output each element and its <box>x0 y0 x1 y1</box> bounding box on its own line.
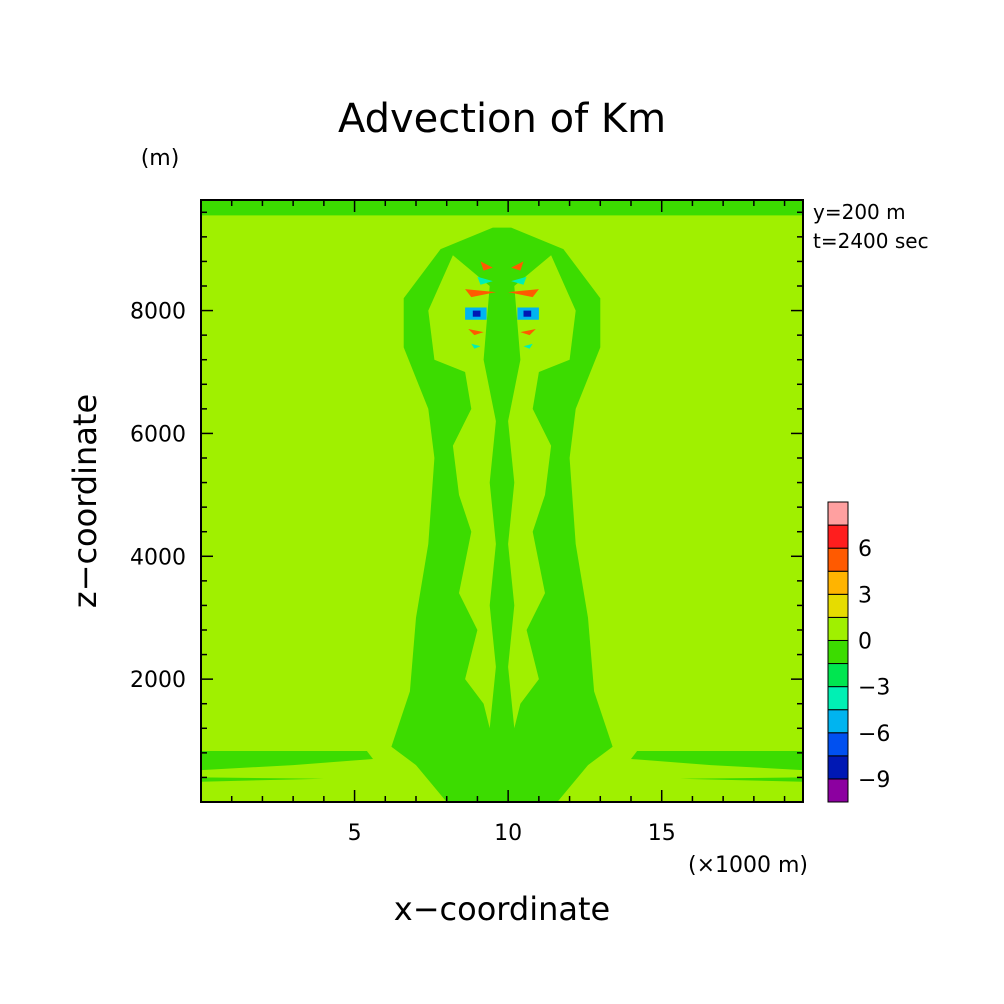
y-axis-label: z−coordinate <box>66 394 104 608</box>
colorbar-box <box>827 778 849 803</box>
colorbar-box <box>827 639 849 665</box>
region-bottom-left-band <box>201 751 373 771</box>
region-bottom-right-strip <box>680 777 803 782</box>
region-core-right-2 <box>511 276 527 285</box>
region-core-right-1 <box>511 261 524 271</box>
colorbar-boxes <box>827 501 849 803</box>
plot-frame <box>200 199 804 803</box>
region-core-left-3 <box>465 289 496 298</box>
region-bottom-right-band <box>631 751 803 771</box>
colorbar: 6 3 0 −3 −6 −9 <box>827 501 890 803</box>
colorbar-box <box>827 570 849 595</box>
x-unit-label: (×1000 m) <box>688 853 808 878</box>
colorbar-tick-label: 0 <box>858 630 872 655</box>
region-core-left-6 <box>468 329 484 336</box>
colorbar-box <box>827 547 849 572</box>
y-tick-labels: 2000 4000 6000 8000 <box>130 300 186 694</box>
colorbar-box <box>827 501 849 526</box>
y-tick-label: 4000 <box>130 545 186 570</box>
region-core-left-7 <box>471 343 481 349</box>
x-tick-label: 15 <box>648 821 676 846</box>
annotation-y: y=200 m <box>813 200 906 224</box>
x-tick-labels: 5 10 15 <box>348 821 676 846</box>
region-column-outline <box>391 227 613 802</box>
x-tick-label: 10 <box>494 821 522 846</box>
region-core-right-7 <box>523 343 533 349</box>
colorbar-box <box>827 616 849 641</box>
colorbar-labels: 6 3 0 −3 −6 −9 <box>858 537 890 793</box>
plot-area <box>200 199 804 803</box>
colorbar-box <box>827 732 849 757</box>
axis-ticks <box>201 200 803 802</box>
region-column-inner-left <box>428 255 496 729</box>
region-column-inner-right <box>508 255 576 729</box>
region-bottom-left-strip <box>201 777 324 782</box>
colorbar-tick-label: −9 <box>858 768 890 793</box>
colorbar-tick-label: 3 <box>858 583 872 608</box>
region-top-band <box>201 200 803 216</box>
colorbar-box <box>827 663 849 688</box>
region-core-left-5 <box>472 310 481 317</box>
annotation-t: t=2400 sec <box>813 229 929 253</box>
colorbar-box <box>827 686 849 711</box>
chart-title: Advection of Km <box>338 96 666 142</box>
colorbar-box <box>827 593 849 618</box>
region-core-left-2 <box>477 276 493 285</box>
region-core-right-5 <box>523 310 532 317</box>
region-core-left-1 <box>480 261 493 271</box>
colorbar-box <box>827 755 849 780</box>
x-tick-label: 5 <box>348 821 362 846</box>
y-tick-label: 6000 <box>130 422 186 447</box>
region-core-right-3 <box>508 289 539 298</box>
y-tick-label: 8000 <box>130 300 186 325</box>
y-unit-label: (m) <box>141 146 180 171</box>
y-tick-label: 2000 <box>130 668 186 693</box>
contour-regions <box>201 200 803 802</box>
colorbar-tick-label: −3 <box>858 676 890 701</box>
colorbar-box <box>827 709 849 734</box>
colorbar-tick-label: 6 <box>858 537 872 562</box>
x-axis-label: x−coordinate <box>394 890 610 928</box>
region-core-right-6 <box>520 329 536 336</box>
colorbar-box <box>827 524 849 549</box>
colorbar-tick-label: −6 <box>858 722 890 747</box>
